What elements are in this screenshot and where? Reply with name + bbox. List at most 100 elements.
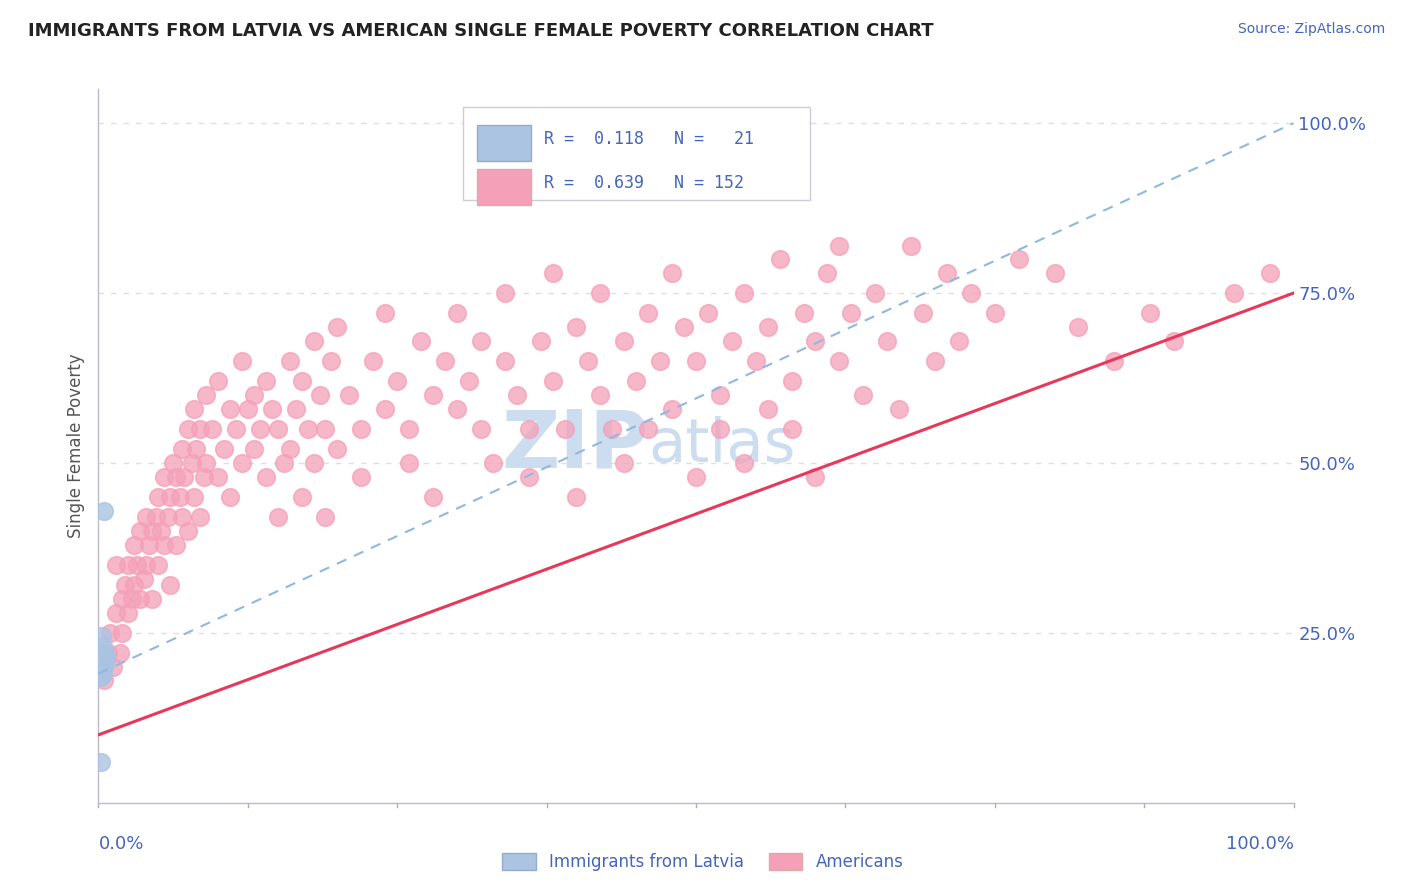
Point [446, 401, 468, 416]
Point [180, 456, 202, 470]
Point [267, 422, 290, 436]
Point [111, 591, 134, 606]
Point [183, 401, 205, 416]
Point [149, 524, 172, 538]
Point [661, 401, 683, 416]
Point [91, 657, 114, 671]
Point [108, 646, 131, 660]
Point [506, 388, 529, 402]
Point [554, 422, 576, 436]
Point [481, 456, 505, 470]
Point [1139, 306, 1161, 320]
Point [89, 666, 111, 681]
Point [733, 286, 755, 301]
Point [613, 456, 636, 470]
Point [91, 629, 114, 643]
Point [446, 306, 468, 320]
Point [541, 375, 564, 389]
Point [363, 354, 385, 368]
Point [260, 401, 283, 416]
Point [141, 591, 163, 606]
Point [321, 354, 343, 368]
Point [207, 469, 229, 483]
Text: 100.0%: 100.0% [1226, 835, 1294, 853]
Point [135, 510, 157, 524]
Point [815, 266, 838, 280]
Point [589, 286, 612, 301]
Point [911, 306, 934, 320]
Point [124, 578, 146, 592]
Point [91, 649, 114, 664]
Point [291, 490, 314, 504]
Point [97, 646, 120, 660]
Point [865, 286, 887, 301]
Point [188, 510, 211, 524]
Text: ZIP: ZIP [501, 407, 648, 485]
Point [124, 537, 146, 551]
Point [183, 490, 205, 504]
Point [374, 306, 396, 320]
Point [793, 306, 815, 320]
Point [145, 510, 167, 524]
Text: R =  0.639   N = 152: R = 0.639 N = 152 [544, 175, 744, 193]
Point [565, 490, 588, 504]
Point [165, 537, 187, 551]
Point [326, 442, 349, 457]
Point [90, 663, 112, 677]
Point [673, 320, 696, 334]
Point [648, 354, 672, 368]
Point [278, 442, 301, 457]
Point [1223, 286, 1246, 301]
Point [90, 657, 112, 671]
Point [159, 490, 181, 504]
Point [541, 266, 564, 280]
Point [517, 469, 540, 483]
Point [308, 388, 330, 402]
Point [138, 537, 160, 551]
Point [900, 238, 922, 252]
Point [188, 422, 211, 436]
Point [709, 422, 731, 436]
Point [385, 375, 409, 389]
Point [172, 442, 194, 457]
Point [350, 422, 373, 436]
Text: 0.0%: 0.0% [98, 835, 143, 853]
Point [236, 401, 259, 416]
Point [193, 469, 215, 483]
Point [315, 510, 337, 524]
Point [565, 320, 588, 334]
Point [374, 401, 396, 416]
Point [94, 649, 117, 664]
Text: IMMIGRANTS FROM LATVIA VS AMERICAN SINGLE FEMALE POVERTY CORRELATION CHART: IMMIGRANTS FROM LATVIA VS AMERICAN SINGL… [28, 22, 934, 40]
Point [231, 354, 253, 368]
Point [201, 422, 224, 436]
Point [195, 388, 218, 402]
Point [637, 306, 659, 320]
Point [398, 456, 420, 470]
Point [243, 442, 266, 457]
Point [291, 375, 314, 389]
Point [114, 578, 136, 592]
Point [828, 354, 851, 368]
Point [411, 334, 433, 348]
Point [685, 469, 707, 483]
Point [267, 510, 290, 524]
Point [90, 755, 112, 769]
Point [756, 401, 779, 416]
Point [804, 334, 827, 348]
Point [135, 558, 157, 572]
Point [93, 646, 115, 660]
Point [94, 653, 117, 667]
Point [93, 660, 115, 674]
Point [90, 649, 112, 664]
Point [173, 469, 195, 483]
Point [91, 663, 114, 677]
Point [177, 524, 200, 538]
Point [1258, 266, 1281, 280]
Point [159, 578, 181, 592]
Text: Source: ZipAtlas.com: Source: ZipAtlas.com [1237, 22, 1385, 37]
Point [212, 442, 235, 457]
Point [733, 456, 755, 470]
Point [129, 524, 152, 538]
Point [101, 660, 124, 674]
